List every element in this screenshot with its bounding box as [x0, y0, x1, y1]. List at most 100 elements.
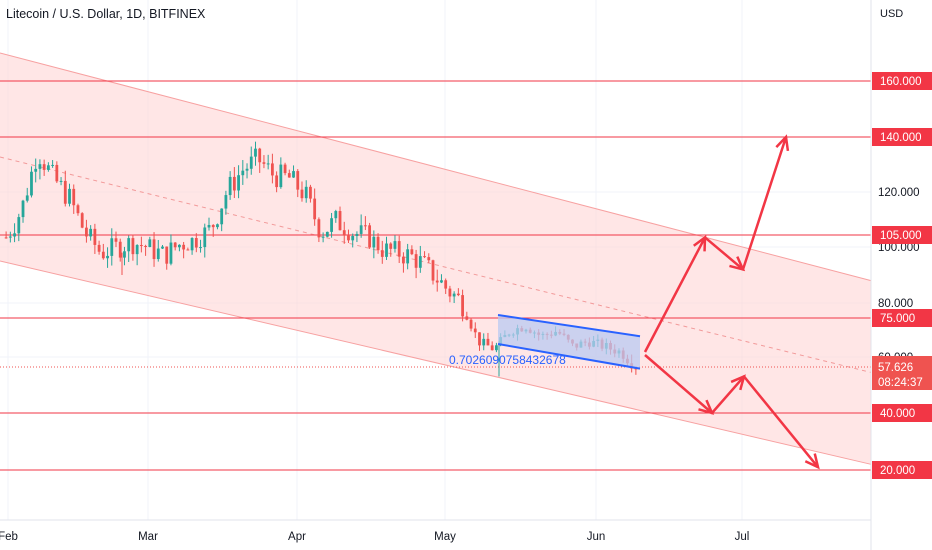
candle-body — [13, 233, 16, 237]
level-tag-label: 40.000 — [880, 408, 915, 420]
currency-label: USD — [880, 8, 904, 20]
bear-flag-pattern[interactable] — [497, 314, 641, 370]
candle-body — [34, 168, 38, 172]
time-axis[interactable]: Feb Mar Apr May Jun Jul — [0, 519, 871, 543]
candle-body — [482, 338, 486, 346]
candle-body — [135, 245, 139, 255]
candle-body — [59, 180, 63, 182]
candle-body — [338, 211, 342, 231]
candle-body — [232, 176, 236, 191]
candle-body — [224, 195, 228, 209]
candle-body — [397, 241, 401, 257]
flag-upper-line[interactable] — [497, 314, 641, 338]
fib-annotation: 0.702609075843267​8 — [449, 353, 566, 367]
candle-body — [330, 218, 333, 232]
candle-body — [279, 164, 283, 188]
candle-body — [194, 238, 198, 248]
candle-body — [334, 211, 338, 219]
level-tag[interactable] — [872, 461, 932, 479]
candle-body — [178, 244, 181, 248]
candle-body — [139, 245, 143, 247]
candle-body — [262, 162, 266, 164]
arrow-down-path[interactable] — [644, 354, 819, 468]
candle-body — [186, 249, 190, 251]
candle-body — [127, 238, 131, 252]
candle-body — [309, 186, 312, 199]
candle-body — [165, 246, 169, 264]
candle-body — [495, 345, 498, 351]
flag-fill[interactable] — [498, 315, 640, 369]
candle-body — [254, 148, 257, 157]
candle-body — [97, 244, 101, 252]
candle-body — [372, 236, 376, 248]
candle-body — [245, 168, 249, 171]
candle-body — [93, 228, 97, 245]
level-tag[interactable] — [872, 128, 932, 146]
candle-body — [46, 165, 50, 170]
horizontal-levels[interactable] — [0, 80, 871, 471]
candle-body — [385, 243, 388, 257]
axis-bg — [871, 0, 932, 550]
candle-body — [359, 225, 363, 234]
level-tag[interactable] — [872, 309, 932, 327]
channel-lower-line — [0, 260, 872, 465]
candle-body — [317, 219, 321, 238]
candle-body — [406, 249, 410, 264]
arrow-up-path[interactable] — [643, 136, 788, 353]
candle-body — [42, 164, 46, 170]
candle-body — [169, 242, 173, 264]
candle-body — [418, 256, 422, 268]
time-tick: Feb — [0, 531, 18, 543]
candle-body — [182, 244, 186, 250]
candle-body — [152, 239, 156, 260]
candle-body — [402, 256, 405, 264]
candle-body — [393, 241, 397, 249]
candle-body — [131, 238, 135, 255]
candle-body — [355, 233, 359, 237]
candle-body — [296, 171, 300, 190]
candle-body — [80, 213, 84, 228]
descending-channel — [0, 52, 872, 465]
candle-body — [410, 249, 414, 255]
candle-body — [469, 319, 473, 329]
candle-body — [173, 242, 177, 248]
chart-title: Litecoin / U.S. Dollar, 1D, BITFINEX — [6, 7, 206, 21]
candle-body — [114, 238, 118, 242]
level-tag[interactable] — [872, 404, 932, 422]
arrowhead — [729, 256, 746, 272]
candle-body — [101, 251, 105, 259]
candle-body — [161, 246, 164, 249]
candle-body — [275, 175, 279, 188]
level-tag[interactable] — [872, 72, 932, 90]
candle-body — [106, 255, 109, 259]
price-tick: 80.000 — [878, 298, 913, 310]
candle-body — [258, 148, 262, 163]
candle-body — [473, 328, 477, 333]
arrowhead — [693, 234, 707, 252]
projection-arrows[interactable] — [643, 134, 820, 470]
price-axis[interactable]: 60.00080.000100.000120.000140.000160.000… — [870, 0, 932, 550]
candle-body — [486, 338, 490, 346]
level-tag[interactable] — [872, 226, 932, 244]
channel-fill — [0, 53, 871, 465]
candle-body — [30, 171, 33, 196]
candle-body — [376, 236, 380, 251]
candle-body — [363, 225, 367, 227]
channel-mid-line — [0, 156, 872, 373]
candle-body — [490, 345, 494, 351]
candle-body — [300, 189, 304, 199]
candle-body — [211, 224, 215, 228]
current-price-tag[interactable] — [872, 356, 932, 390]
candle-body — [199, 247, 202, 249]
candle-body — [270, 163, 274, 176]
time-tick: Mar — [138, 531, 158, 543]
candle-body — [266, 163, 270, 165]
arrowhead — [730, 374, 746, 391]
candle-body — [190, 238, 194, 251]
candle-body — [287, 173, 291, 178]
candle-body — [228, 176, 232, 196]
time-tick: Jun — [587, 531, 606, 543]
current-price-label: 57.626 — [878, 362, 913, 374]
flag-lower-line[interactable] — [497, 343, 641, 370]
